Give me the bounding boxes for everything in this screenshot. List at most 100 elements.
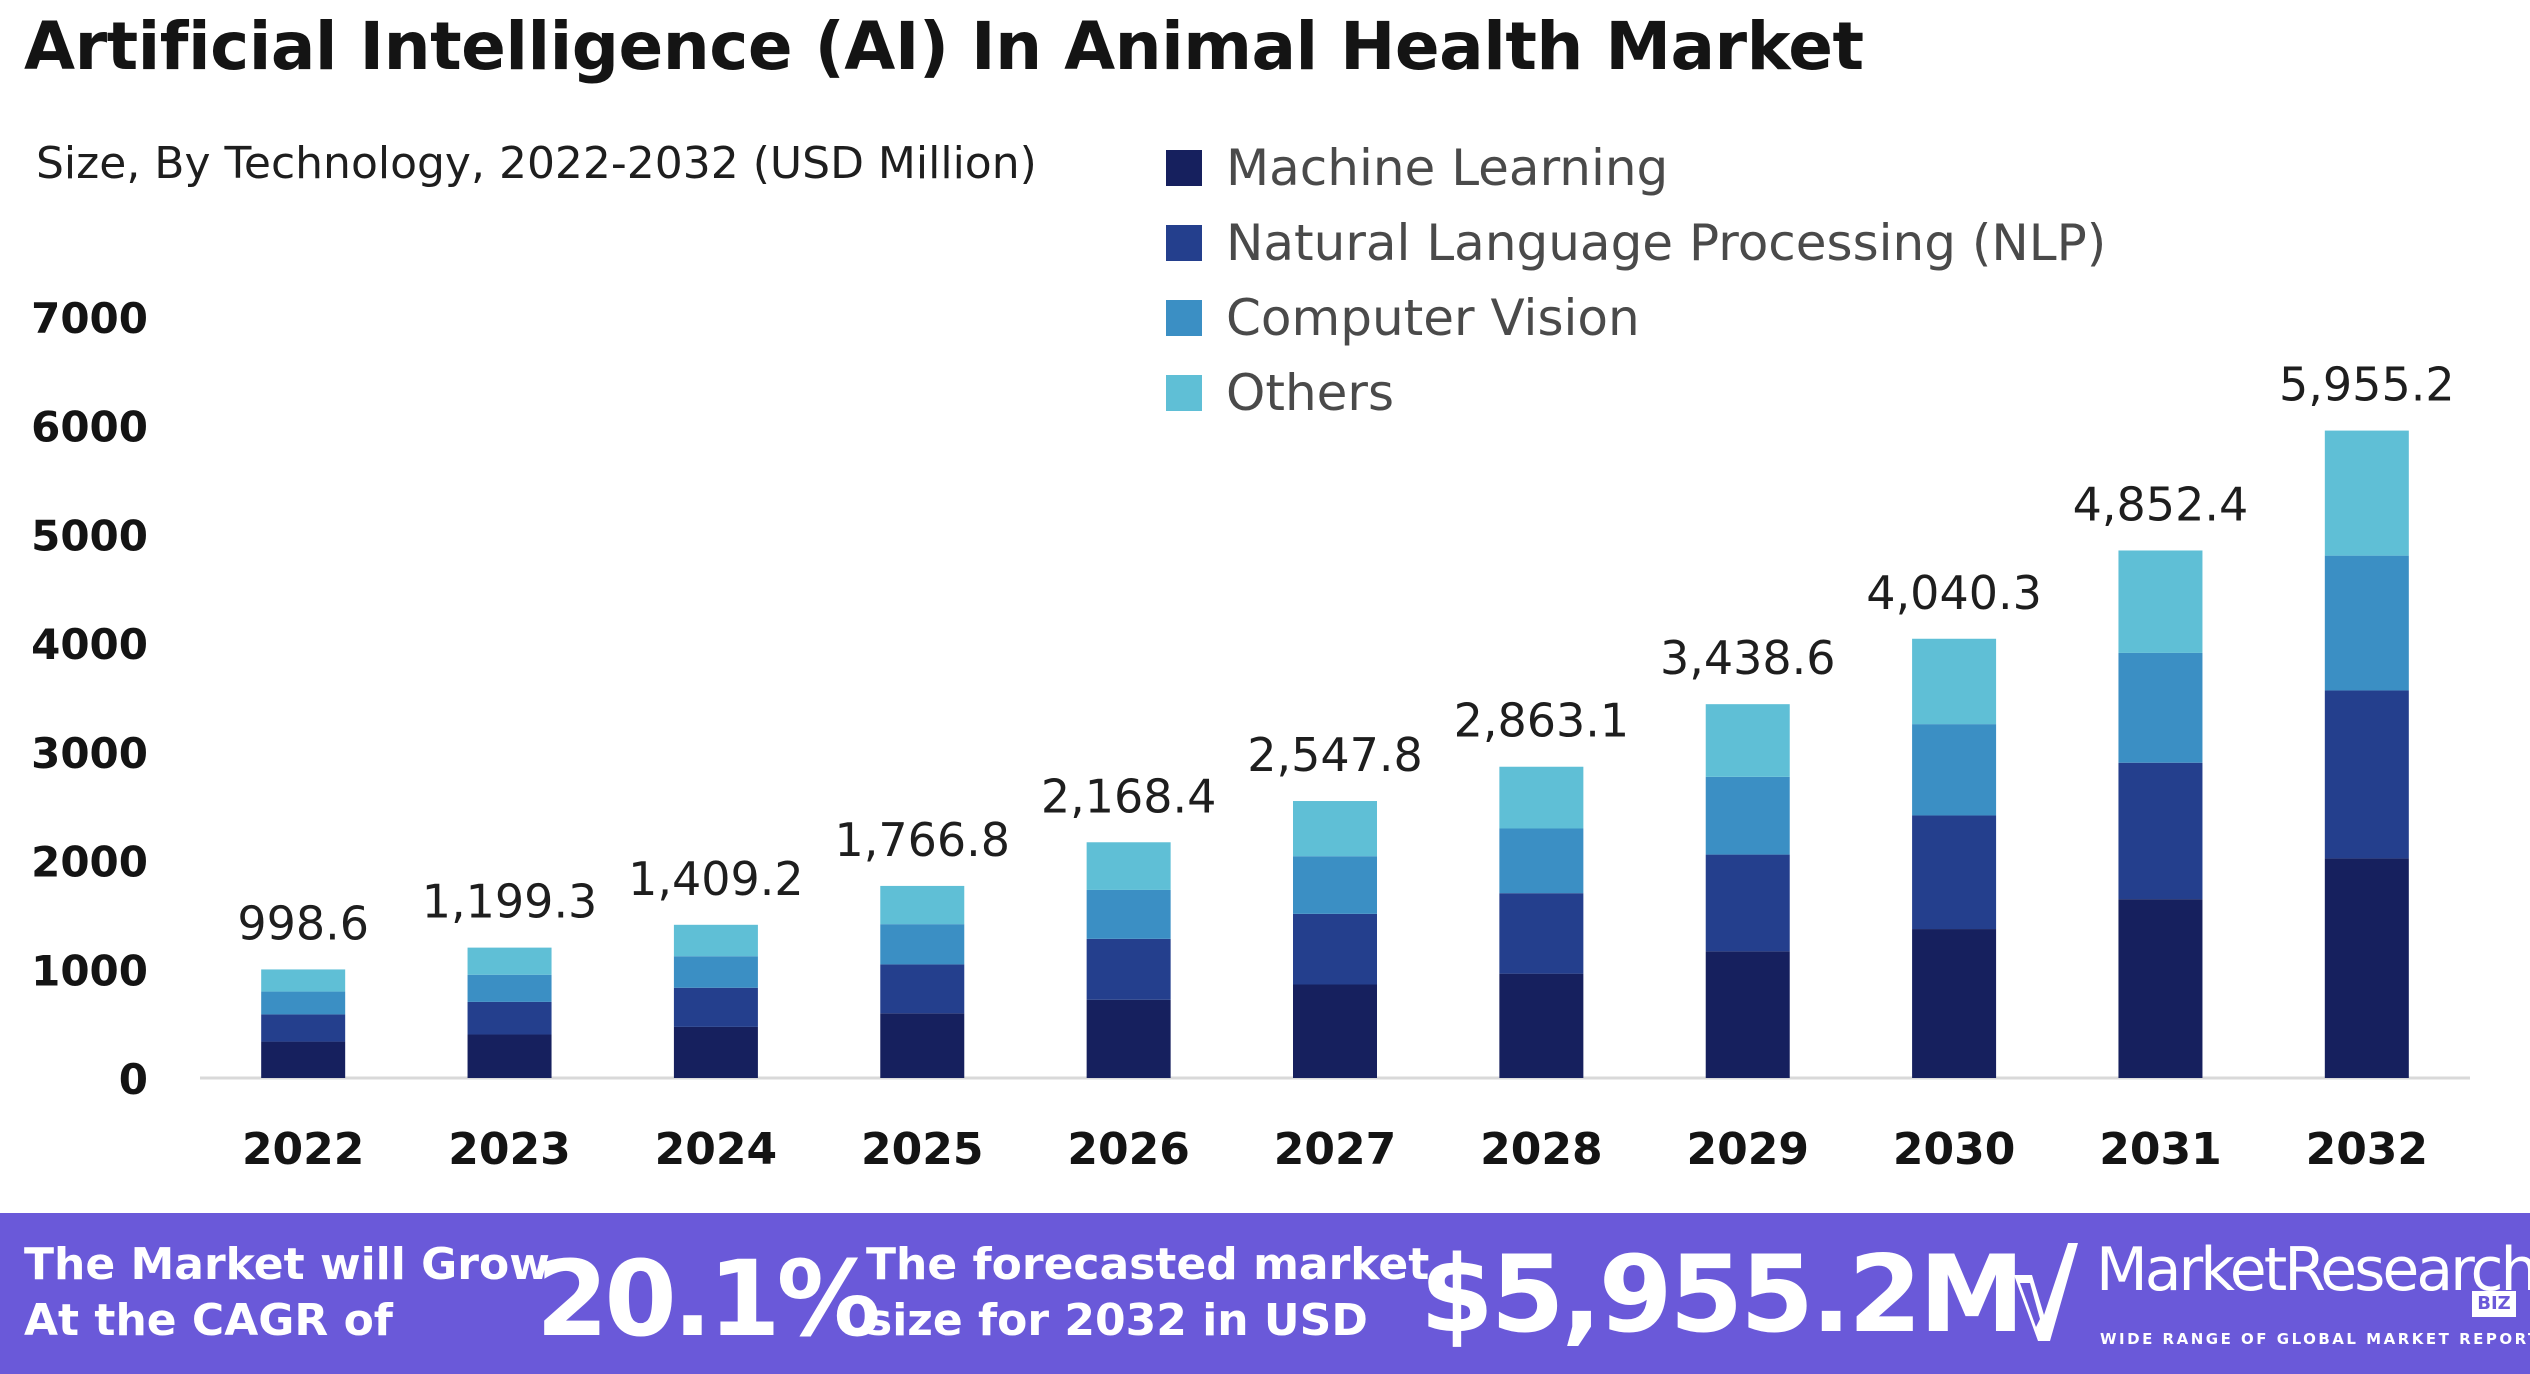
bar-segment-2031-series-0: [2118, 899, 2203, 1078]
data-label-2025: 1,766.8: [834, 813, 1010, 867]
bar-segment-2023-series-0: [467, 1034, 552, 1078]
bar-segment-2025-series-0: [880, 1013, 965, 1078]
data-label-2026: 2,168.4: [1041, 769, 1217, 823]
bar-segment-2032-series-2: [2324, 555, 2409, 691]
forecast-value: $5,955.2M: [1420, 1233, 2025, 1356]
chart-title: Artificial Intelligence (AI) In Animal H…: [24, 8, 1864, 85]
legend-label: Computer Vision: [1226, 288, 1640, 347]
bar-segment-2024-series-0: [673, 1026, 758, 1078]
bar-segment-2022-series-1: [261, 1014, 346, 1042]
bar-segment-2030-series-0: [1912, 929, 1997, 1078]
legend-item-nlp: Natural Language Processing (NLP): [1166, 205, 2106, 280]
footer-grow-line2: At the CAGR of: [24, 1295, 393, 1346]
legend-swatch: [1166, 149, 1202, 186]
y-tick-label: 7000: [31, 294, 148, 343]
bar-segment-2023-series-2: [467, 974, 552, 1002]
bar-segment-2026-series-1: [1086, 938, 1171, 1000]
bar-segment-2032-series-1: [2324, 690, 2409, 859]
legend-item-others: Others: [1166, 355, 2106, 430]
bar-segment-2028-series-1: [1499, 893, 1584, 974]
y-tick-label: 6000: [31, 403, 148, 452]
x-tick-label: 2023: [448, 1124, 570, 1175]
bar-segment-2029-series-3: [1705, 704, 1790, 777]
bar-segment-2031-series-2: [2118, 652, 2203, 763]
bar-segment-2022-series-0: [261, 1041, 346, 1078]
cagr-value: 20.1%: [536, 1238, 881, 1360]
brand-tagline: WIDE RANGE OF GLOBAL MARKET REPORTS: [2100, 1330, 2530, 1348]
bar-segment-2023-series-1: [467, 1001, 552, 1035]
footer-forecast-line2: size for 2032 in USD: [866, 1295, 1368, 1346]
bar-segment-2031-series-3: [2118, 550, 2203, 653]
legend-swatch: [1166, 224, 1202, 261]
x-tick-label: 2025: [861, 1124, 983, 1175]
bar-segment-2025-series-2: [880, 924, 965, 965]
bar-segment-2032-series-3: [2324, 430, 2409, 556]
legend: Machine Learning Natural Language Proces…: [1166, 130, 2106, 430]
y-tick-label: 1000: [31, 946, 148, 995]
y-tick-label: 4000: [31, 620, 148, 669]
bar-segment-2030-series-1: [1912, 815, 1997, 930]
data-label-2028: 2,863.1: [1454, 694, 1630, 748]
y-tick-label: 3000: [31, 729, 148, 778]
x-tick-label: 2027: [1274, 1124, 1396, 1175]
legend-swatch: [1166, 374, 1202, 411]
bar-segment-2030-series-3: [1912, 638, 1997, 725]
data-label-2024: 1,409.2: [628, 852, 804, 906]
legend-label: Others: [1226, 363, 1395, 422]
bar-segment-2023-series-3: [467, 947, 552, 975]
brand-name: MarketResearch: [2096, 1235, 2530, 1305]
bar-segment-2024-series-2: [673, 956, 758, 988]
bar-segment-2027-series-1: [1293, 913, 1377, 985]
data-label-2030: 4,040.3: [1866, 566, 2042, 620]
footer-grow-line1: The Market will Grow: [24, 1239, 550, 1290]
x-tick-label: 2028: [1480, 1124, 1602, 1175]
bar-segment-2024-series-3: [673, 924, 758, 957]
x-tick-label: 2029: [1686, 1124, 1808, 1175]
brand-badge: BIZ: [2472, 1291, 2516, 1317]
data-label-2029: 3,438.6: [1660, 631, 1836, 685]
footer-forecast-line1: The forecasted market: [866, 1239, 1430, 1290]
data-label-2032: 5,955.2: [2279, 358, 2455, 412]
x-tick-label: 2026: [1067, 1124, 1189, 1175]
data-label-2022: 998.6: [237, 896, 369, 950]
legend-swatch: [1166, 299, 1202, 336]
bar-segment-2026-series-0: [1086, 999, 1171, 1078]
legend-item-machine-learning: Machine Learning: [1166, 130, 2106, 205]
bar-segment-2028-series-2: [1499, 828, 1584, 894]
legend-item-computer-vision: Computer Vision: [1166, 280, 2106, 355]
bar-segment-2027-series-2: [1293, 856, 1377, 914]
bar-segment-2026-series-2: [1086, 889, 1171, 939]
y-tick-label: 2000: [31, 838, 148, 887]
bar-segment-2022-series-2: [261, 991, 346, 1015]
x-tick-label: 2031: [2099, 1124, 2221, 1175]
bar-segment-2027-series-0: [1293, 984, 1377, 1078]
data-label-2023: 1,199.3: [422, 875, 598, 929]
bar-segment-2028-series-0: [1499, 973, 1584, 1078]
bar-segment-2030-series-2: [1912, 724, 1997, 816]
x-tick-label: 2022: [242, 1124, 364, 1175]
bar-segment-2028-series-3: [1499, 766, 1584, 829]
bar-segment-2026-series-3: [1086, 842, 1171, 890]
bar-segment-2031-series-1: [2118, 762, 2203, 900]
bar-segment-2027-series-3: [1293, 801, 1377, 857]
y-tick-label: 5000: [31, 511, 148, 560]
legend-label: Machine Learning: [1226, 138, 1669, 197]
data-label-2031: 4,852.4: [2073, 477, 2249, 531]
x-tick-label: 2024: [655, 1124, 777, 1175]
bar-segment-2029-series-2: [1705, 776, 1790, 855]
checkmark-logo-icon: [2014, 1243, 2078, 1341]
chart-plot: 0 1000 2000 3000 4000 5000 6000 7000 998.6 2022 1,…: [31, 294, 2470, 1175]
x-tick-label: 2032: [2306, 1124, 2428, 1175]
bar-segment-2032-series-0: [2324, 858, 2409, 1078]
bar-segment-2029-series-0: [1705, 951, 1790, 1078]
data-label-2027: 2,547.8: [1247, 728, 1423, 782]
legend-label: Natural Language Processing (NLP): [1226, 213, 2107, 272]
bar-segment-2029-series-1: [1705, 854, 1790, 952]
bar-segment-2024-series-1: [673, 987, 758, 1027]
y-tick-label: 0: [119, 1055, 148, 1104]
x-tick-label: 2030: [1893, 1124, 2015, 1175]
chart-subtitle: Size, By Technology, 2022-2032 (USD Mill…: [36, 138, 1037, 189]
bar-segment-2025-series-1: [880, 964, 965, 1014]
bar-segment-2022-series-3: [261, 969, 346, 992]
bar-segment-2025-series-3: [880, 885, 965, 925]
